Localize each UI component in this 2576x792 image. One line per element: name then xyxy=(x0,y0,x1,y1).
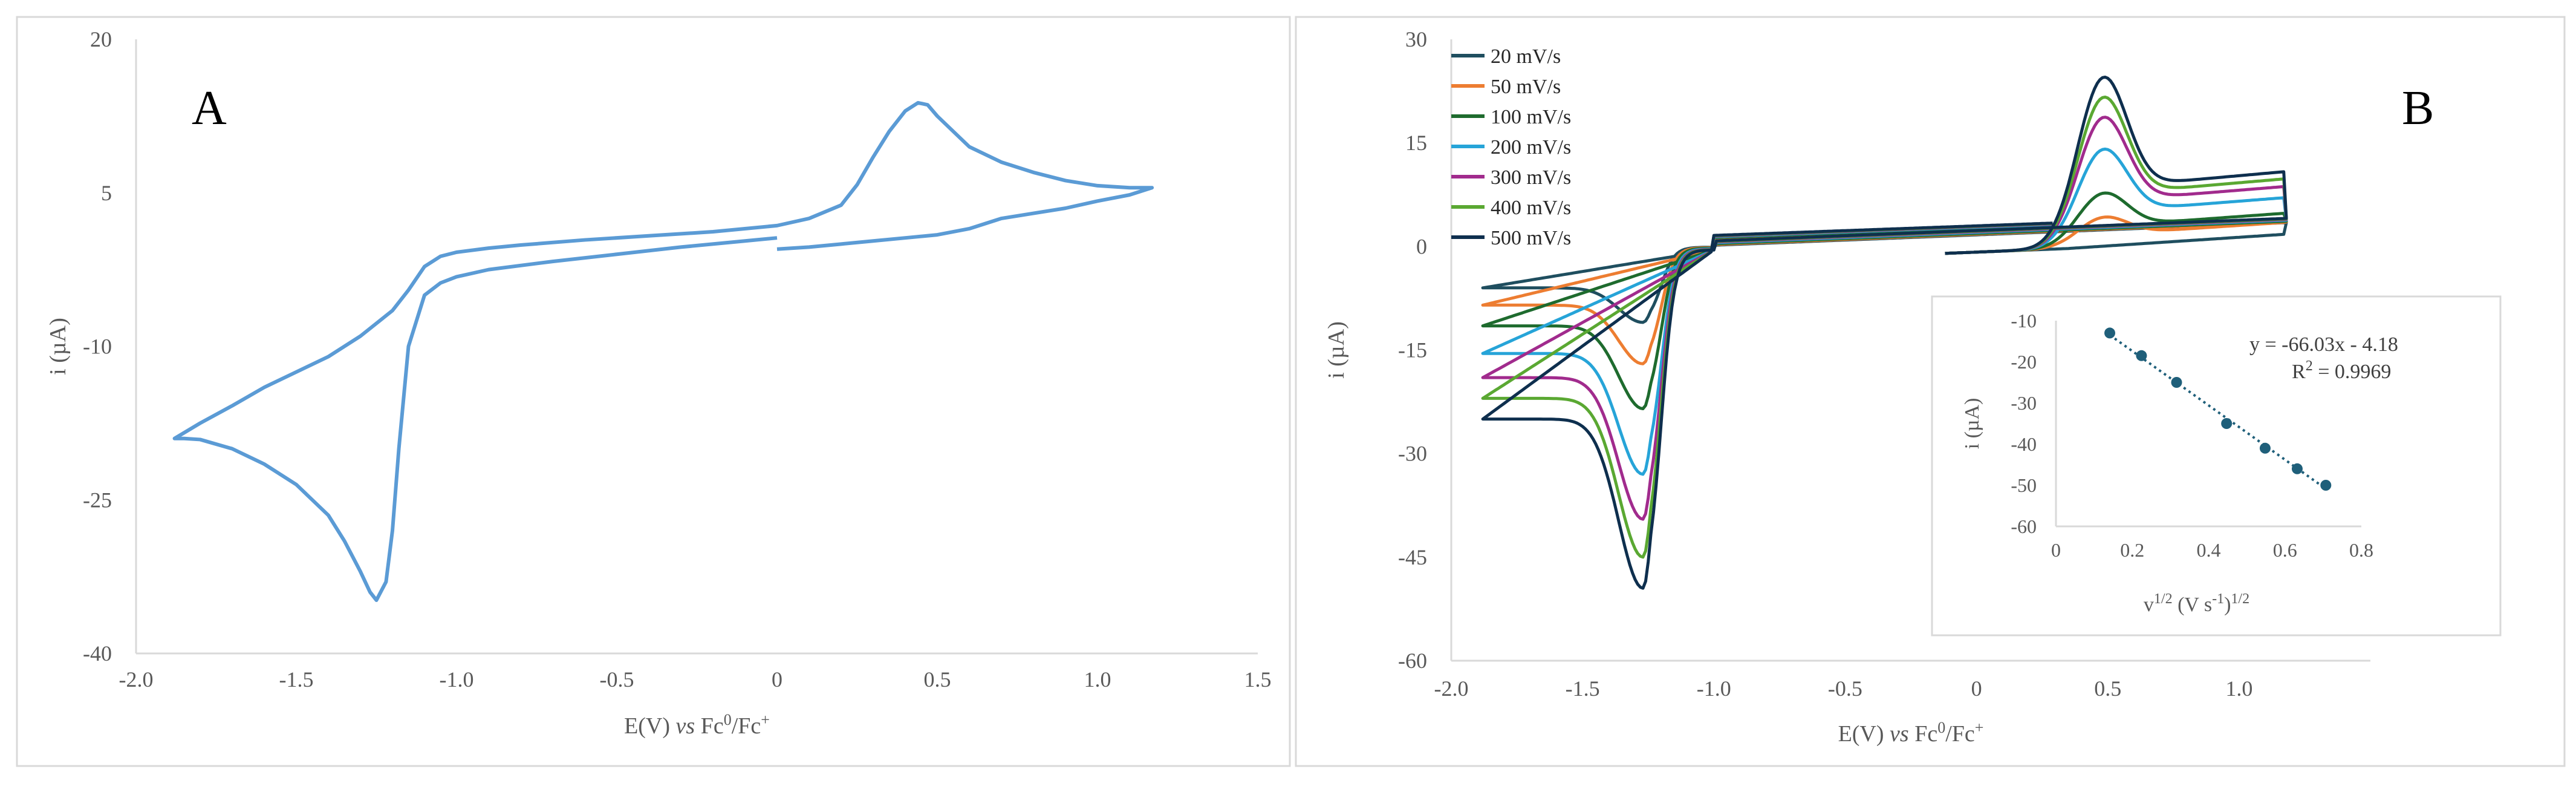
inset-y-tick-label: -40 xyxy=(2011,433,2037,455)
inset-x-tick-label: 0 xyxy=(2051,539,2061,561)
y-tick-label: 0 xyxy=(1416,234,1427,258)
x-tick-label: -1.0 xyxy=(1697,676,1731,701)
inset-trendline xyxy=(2109,334,2327,490)
x-tick-label: 0 xyxy=(772,667,782,692)
y-tick-label: -40 xyxy=(83,641,112,666)
legend-label: 400 mV/s xyxy=(1491,197,1571,219)
inset-x-tick-label: 0.8 xyxy=(2349,539,2373,561)
inset-y-tick-label: -50 xyxy=(2011,474,2037,496)
inset-data-point xyxy=(2136,350,2147,361)
inset-x-tick-label: 0.2 xyxy=(2120,539,2144,561)
legend-label: 20 mV/s xyxy=(1491,45,1561,68)
panel-a-label: A xyxy=(192,82,227,135)
y-axis-title: i (µA) xyxy=(45,318,71,375)
inset-r-squared: R2 = 0.9969 xyxy=(2292,358,2391,383)
inset-y-tick-label: -20 xyxy=(2011,351,2037,373)
x-axis-title: E(V) vs Fc0/Fc+ xyxy=(1838,719,1984,747)
inset-data-point xyxy=(2259,442,2271,454)
y-axis-title: i (µA) xyxy=(1324,321,1349,379)
legend-label: 300 mV/s xyxy=(1491,166,1571,189)
inset-equation: y = -66.03x - 4.18 xyxy=(2249,333,2398,356)
x-tick-label: 1.0 xyxy=(2225,676,2252,701)
inset-y-tick-label: -10 xyxy=(2011,310,2037,332)
inset-x-title: v1/2 (V s-1)1/2 xyxy=(2144,591,2249,616)
y-tick-label: -30 xyxy=(1398,442,1427,466)
y-tick-label: -10 xyxy=(83,335,112,359)
inset-plot: 0 0.2 0.4 0.6 0.8 -60 -50 -40 -30 -20 -10 i (µA) v1/… xyxy=(1961,310,2398,616)
y-tick-label: 5 xyxy=(101,181,112,205)
x-tick-label: 0.5 xyxy=(2094,676,2121,701)
inset-y-tick-label: -60 xyxy=(2011,515,2037,537)
x-tick-label: -0.5 xyxy=(600,667,634,692)
x-tick-label: -0.5 xyxy=(1828,676,1862,701)
inset-x-tick-label: 0.4 xyxy=(2197,539,2221,561)
x-tick-label: -1.5 xyxy=(279,667,314,692)
y-tick-label: -60 xyxy=(1398,649,1427,673)
x-tick-label: 0 xyxy=(1971,676,1982,701)
inset-data-point xyxy=(2104,327,2116,339)
y-tick-label: -15 xyxy=(1398,338,1427,362)
x-tick-label: -1.5 xyxy=(1566,676,1600,701)
x-tick-label: 0.5 xyxy=(924,667,951,692)
y-tick-label: 15 xyxy=(1405,131,1427,155)
inset-y-tick-label: -30 xyxy=(2011,392,2037,414)
x-tick-label: 1.5 xyxy=(1244,667,1272,692)
inset-data-point xyxy=(2320,480,2332,491)
y-tick-label: 30 xyxy=(1405,27,1427,51)
y-tick-label: -25 xyxy=(83,488,112,512)
panel-b-label: B xyxy=(2402,82,2434,135)
legend-label: 50 mV/s xyxy=(1491,76,1561,98)
legend-label: 200 mV/s xyxy=(1491,136,1571,159)
x-tick-label: 1.0 xyxy=(1084,667,1111,692)
cv-series-line xyxy=(1481,76,2288,590)
legend-label: 100 mV/s xyxy=(1491,106,1571,128)
y-tick-label: 20 xyxy=(90,27,112,51)
inset-data-point xyxy=(2221,418,2233,429)
x-tick-label: -1.0 xyxy=(440,667,474,692)
inset-x-tick-label: 0.6 xyxy=(2273,539,2297,561)
legend-label: 500 mV/s xyxy=(1491,227,1571,249)
x-tick-label: -2.0 xyxy=(119,667,154,692)
inset-y-title: i (µA) xyxy=(1961,398,1983,450)
x-tick-label: -2.0 xyxy=(1434,676,1469,701)
cv-curve xyxy=(172,100,1154,603)
y-tick-label: -45 xyxy=(1398,545,1427,569)
panel-a-frame xyxy=(16,16,1291,767)
inset-data-point xyxy=(2291,463,2303,474)
panel-a: -2.0 -1.5 -1.0 -0.5 0 0.5 1.0 1.5 -40 -25 -10 5 20 i … xyxy=(45,27,1272,739)
inset-data-point xyxy=(2171,377,2182,388)
x-axis-title: E(V) vs Fc0/Fc+ xyxy=(624,711,770,739)
inset-frame xyxy=(1931,295,2502,637)
panel-b: -2.0 -1.5 -1.0 -0.5 0 0.5 1.0 -60 -45 -30 -15 0 15 30… xyxy=(1324,27,2370,747)
